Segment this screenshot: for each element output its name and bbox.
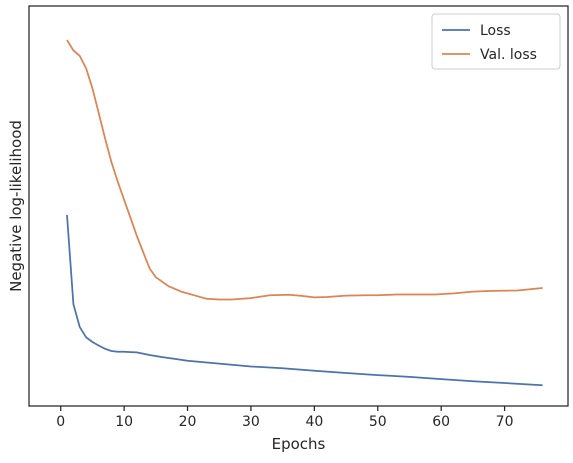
x-tick-label: 60 (432, 414, 450, 430)
axes-frame (28, 5, 569, 407)
legend: Loss Val. loss (431, 13, 561, 70)
x-tick-label: 40 (305, 414, 323, 430)
x-tick-label: 30 (242, 414, 260, 430)
x-tick-label: 70 (496, 414, 514, 430)
x-tick-label: 0 (56, 414, 65, 430)
legend-box (431, 13, 561, 70)
x-tick-label: 20 (179, 414, 197, 430)
plot-lines (66, 39, 543, 387)
x-tick-label: 10 (115, 414, 133, 430)
series-line-val-loss (66, 39, 543, 301)
legend-label: Val. loss (480, 47, 537, 63)
legend-label: Loss (480, 23, 511, 39)
series-line-loss (66, 214, 543, 387)
y-axis-label: Negative log-likelihood (7, 120, 25, 292)
x-tick-label: 50 (369, 414, 387, 430)
x-axis-label: Epochs (272, 435, 326, 453)
x-axis-ticks: 0 10 20 30 40 50 60 70 (56, 406, 514, 430)
